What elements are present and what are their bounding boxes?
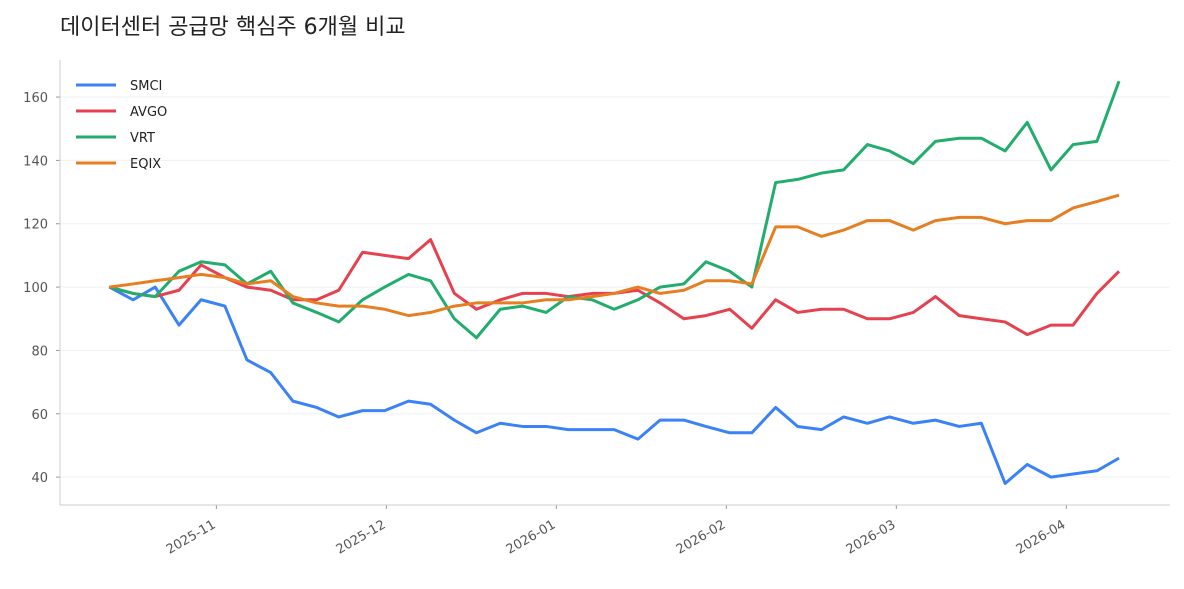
- y-tick-label: 100: [23, 281, 48, 296]
- legend-label: EQIX: [130, 157, 161, 172]
- x-tick-label: 2026-04: [1014, 517, 1069, 557]
- x-tick-label: 2025-12: [334, 517, 389, 557]
- x-tick-label: 2026-01: [504, 517, 559, 557]
- x-tick-label: 2026-03: [844, 517, 899, 557]
- legend-label: AVGO: [130, 105, 167, 120]
- y-tick-label: 140: [23, 154, 48, 169]
- chart-title: 데이터센터 공급망 핵심주 6개월 비교: [60, 15, 406, 40]
- series-line: [108, 80, 1121, 340]
- y-tick-label: 60: [31, 408, 48, 423]
- series-line: [109, 193, 1120, 318]
- y-tick-label: 40: [31, 471, 48, 486]
- y-tick-label: 120: [23, 218, 48, 233]
- y-tick-label: 160: [23, 91, 48, 106]
- x-tick-label: 2025-11: [164, 517, 219, 557]
- legend-label: SMCI: [130, 79, 162, 94]
- x-tick-label: 2026-02: [674, 517, 729, 557]
- legend-label: VRT: [130, 131, 155, 146]
- y-tick-label: 80: [31, 344, 48, 359]
- series-line: [108, 285, 1120, 485]
